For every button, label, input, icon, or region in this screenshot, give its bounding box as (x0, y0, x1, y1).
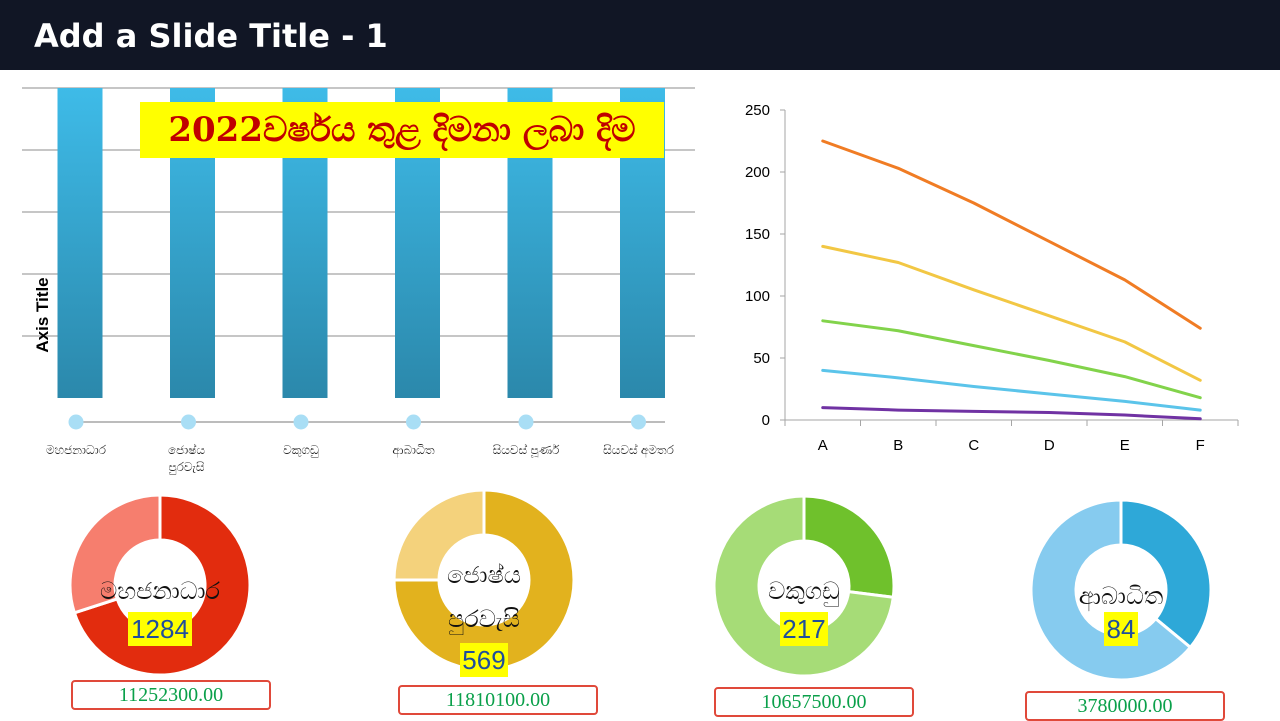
bar-chart-category-marker (181, 414, 196, 430)
line-series (821, 244, 1202, 382)
donut-slice (68, 493, 162, 615)
donut-label-line: ජොෂ්ය (447, 561, 521, 589)
bar-chart-category-label: සියවස් පූර්ණ (493, 443, 560, 458)
bar-chart-category-marker (518, 414, 534, 430)
donut-chart (68, 493, 252, 677)
bar-chart-category-label: මහජනාධාර (46, 443, 107, 457)
donut-chart (1029, 498, 1213, 682)
line-series (821, 406, 1202, 421)
line-chart-y-tick-label: 200 (745, 164, 770, 181)
line-chart-y-tick-label: 100 (745, 288, 770, 305)
donut-value: 217 (780, 612, 828, 646)
donut-slice (1119, 498, 1213, 650)
line-chart-x-tick-label: E (1120, 437, 1130, 454)
bar-chart-category-label: සියවස් අමතර (603, 443, 675, 458)
bar (57, 88, 103, 398)
amount-box: 10657500.00 (714, 687, 914, 717)
donut-label-line: පුරවැසි (448, 605, 520, 633)
amount-box: 3780000.00 (1025, 691, 1225, 721)
bar-chart-category-label: වකුගඩු (283, 443, 319, 458)
bar-chart-y-axis-title: Axis Title (33, 277, 52, 352)
amount-box: 11252300.00 (71, 680, 271, 710)
donut-slice (1029, 498, 1193, 682)
line-chart-x-tick-label: D (1044, 437, 1055, 454)
donut-slice (802, 494, 896, 599)
line-chart-y-tick-label: 0 (762, 412, 770, 429)
line-series (821, 139, 1202, 330)
line-chart-y-tick-label: 50 (753, 350, 770, 367)
donut-value: 84 (1104, 612, 1138, 646)
slide-header: Add a Slide Title - 1 (0, 0, 1280, 70)
donut-slice (72, 493, 252, 677)
line-chart: 0 50 100 150 200 250 A B C D E F (745, 102, 1239, 454)
donut-chart (392, 488, 576, 672)
line-chart-x-tick-label: C (968, 437, 979, 454)
line-chart-x-tick-label: B (893, 437, 903, 454)
donut-label: ආබාධිත (1078, 582, 1164, 610)
line-series (821, 368, 1202, 412)
donut-slice (392, 488, 576, 672)
bar-chart-category-label: ජොෂ්ය පුරවැසි (168, 443, 205, 475)
line-chart-y-tick-label: 250 (745, 102, 770, 119)
line-chart-y-tick-label: 150 (745, 226, 770, 243)
line-series (821, 319, 1202, 400)
bar-chart-category-marker (293, 414, 309, 430)
donut-value: 569 (460, 643, 508, 677)
donut-label: ජොෂ්ය පුරවැසි (384, 553, 584, 641)
donut-slice (392, 488, 486, 582)
bar-chart-category-marker (406, 414, 421, 430)
line-chart-x-tick-label: F (1196, 437, 1205, 454)
slide-title: Add a Slide Title - 1 (34, 17, 388, 55)
amount-box: 11810100.00 (398, 685, 598, 715)
bar-chart-category-marker (631, 414, 646, 430)
line-chart-x-tick-label: A (818, 437, 828, 454)
bar-chart-title: 2022වර්ෂය තුළ දිමනා ලබා දිම (140, 102, 664, 158)
donut-value: 1284 (128, 612, 192, 646)
bar-chart-category-marker (68, 414, 84, 430)
donut-label: මහජනාධාර (100, 577, 220, 605)
donut-label: වකුගඩු (768, 577, 840, 605)
bar-chart-category-label: ආබාධිත (392, 443, 434, 458)
